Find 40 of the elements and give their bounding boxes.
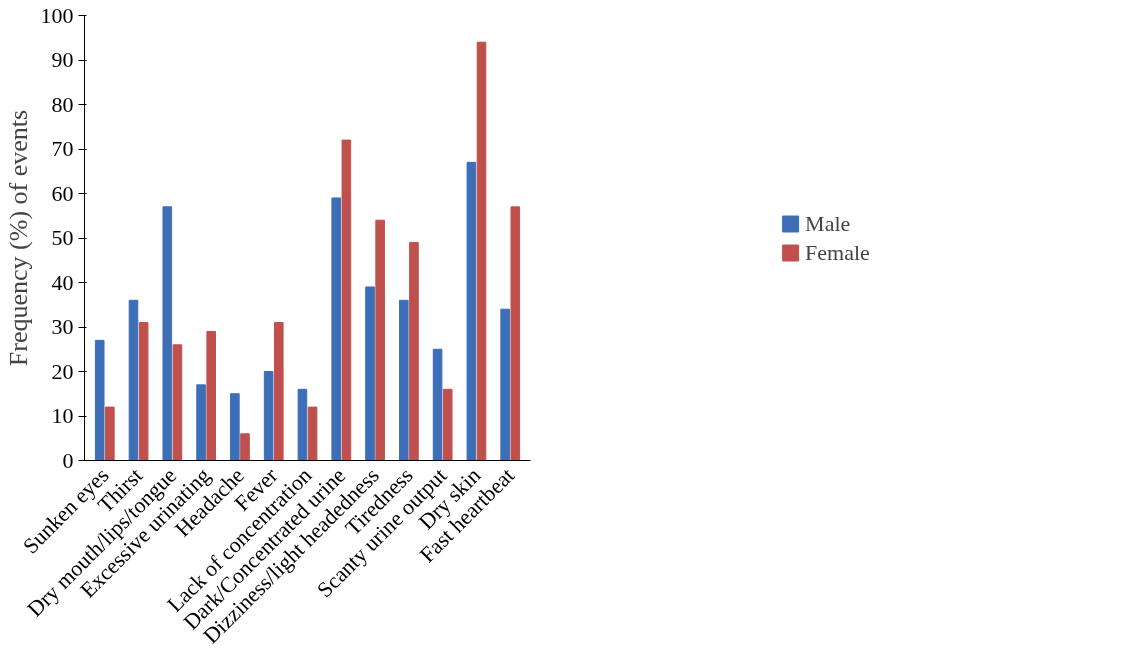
y-tick-label: 60 (51, 180, 74, 206)
y-tick-label: 70 (51, 136, 74, 161)
bar (297, 388, 308, 461)
bar (162, 206, 173, 461)
y-tick-label: 50 (51, 225, 74, 250)
legend-label: Male (805, 210, 851, 236)
y-tick-label: 80 (51, 91, 74, 117)
y-tick-label: 20 (51, 358, 74, 384)
y-tick-label: 30 (51, 314, 74, 339)
bar (365, 286, 375, 461)
bar (138, 322, 149, 461)
bar (476, 41, 487, 461)
bar (240, 433, 250, 461)
bar (94, 339, 105, 461)
bar (500, 308, 510, 461)
bar (263, 371, 274, 461)
y-tick-label: 0 (62, 447, 74, 473)
y-axis-title: Frequency (%) of events (3, 109, 33, 367)
bar (105, 406, 115, 461)
bar (341, 139, 352, 461)
y-tick-label: 100 (40, 2, 74, 28)
y-tick-label: 90 (51, 47, 74, 72)
bar (128, 299, 139, 461)
bar (206, 330, 217, 461)
bar (196, 384, 206, 461)
bar (466, 161, 477, 461)
bar (409, 241, 419, 461)
bar (230, 393, 240, 461)
bar (510, 206, 521, 461)
bar (172, 344, 183, 461)
y-tick-label: 40 (51, 269, 74, 295)
bar (273, 322, 284, 461)
bar (442, 388, 453, 461)
bar (375, 219, 385, 461)
y-tick-label: 10 (51, 403, 74, 428)
legend-label: Female (805, 239, 870, 265)
bar (331, 197, 342, 461)
bar (398, 299, 409, 461)
bar (307, 406, 318, 461)
bar (432, 348, 443, 461)
